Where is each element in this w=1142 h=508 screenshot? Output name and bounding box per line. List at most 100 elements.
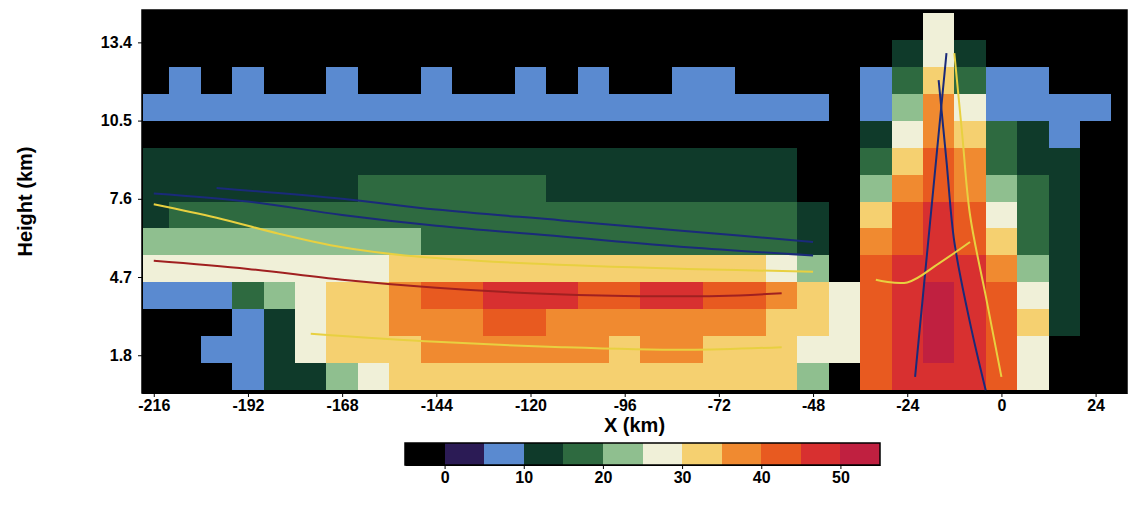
cell: [358, 148, 389, 175]
cell: [672, 309, 703, 336]
cell: [860, 202, 891, 229]
cell: [421, 67, 452, 94]
cell: [201, 94, 232, 121]
cell: [358, 336, 389, 363]
tick: 24: [1087, 393, 1105, 414]
contour: [154, 193, 813, 255]
cell: [735, 175, 766, 202]
cell: [797, 94, 828, 121]
cell: [892, 202, 923, 229]
cell: [860, 363, 891, 390]
cell: [452, 228, 483, 255]
cell: [609, 148, 640, 175]
cell: [954, 228, 985, 255]
cell: [358, 202, 389, 229]
tick: 7.6: [110, 190, 142, 207]
cell: [452, 282, 483, 309]
plot-frame: [142, 10, 1127, 393]
cell: [860, 175, 891, 202]
cell: [483, 148, 514, 175]
cell: [766, 309, 797, 336]
cell: [640, 228, 671, 255]
cell: [264, 255, 295, 282]
cell: [515, 309, 546, 336]
cell: [169, 228, 200, 255]
tick-label: -168: [327, 397, 359, 414]
cell: [797, 336, 828, 363]
cell: [735, 363, 766, 390]
cell: [142, 175, 169, 202]
cell: [829, 336, 860, 363]
cell: [1017, 363, 1048, 390]
cell: [389, 309, 420, 336]
tick-mark: [138, 355, 142, 356]
cell: [1017, 121, 1048, 148]
cell: [142, 228, 169, 255]
axis-line: [142, 11, 143, 394]
cell: [703, 363, 734, 390]
cell: [672, 148, 703, 175]
tick-label: -96: [614, 397, 637, 414]
cell: [954, 40, 985, 67]
cell: [358, 309, 389, 336]
cell: [578, 309, 609, 336]
cell: [264, 336, 295, 363]
cell: [578, 255, 609, 282]
cell: [640, 309, 671, 336]
cell: [169, 94, 200, 121]
tick-label: -24: [896, 397, 919, 414]
tick-label: 13.4: [101, 34, 132, 51]
cell: [986, 202, 1017, 229]
cell: [515, 67, 546, 94]
cell: [640, 202, 671, 229]
cell: [923, 309, 954, 336]
cell: [201, 336, 232, 363]
tick-label: 10: [515, 469, 533, 486]
cell: [358, 94, 389, 121]
cell: [515, 148, 546, 175]
cell: [295, 363, 326, 390]
cell: [986, 336, 1017, 363]
colorbar-swatch: [445, 443, 485, 465]
cell: [232, 309, 263, 336]
cell: [640, 175, 671, 202]
cell: [546, 148, 577, 175]
cell: [483, 175, 514, 202]
cell: [672, 363, 703, 390]
cell: [892, 67, 923, 94]
cell: [326, 282, 357, 309]
cell: [766, 228, 797, 255]
cell: [295, 148, 326, 175]
tick: -168: [327, 393, 359, 414]
cell: [326, 148, 357, 175]
cell: [232, 228, 263, 255]
cell: [1049, 202, 1080, 229]
cell: [452, 336, 483, 363]
cell: [609, 175, 640, 202]
tick-label: 24: [1087, 397, 1105, 414]
cell: [389, 363, 420, 390]
cell: [1049, 255, 1080, 282]
cell: [515, 175, 546, 202]
cell: [672, 202, 703, 229]
colorbar-swatch: [722, 443, 762, 465]
cell: [1017, 67, 1048, 94]
cell: [483, 309, 514, 336]
cell: [860, 228, 891, 255]
cell: [452, 202, 483, 229]
tick-mark: [138, 199, 142, 200]
cell: [609, 94, 640, 121]
cell: [578, 94, 609, 121]
cell: [201, 255, 232, 282]
plot-background: [142, 10, 1127, 393]
cell: [1017, 94, 1048, 121]
cell: [609, 309, 640, 336]
cell: [546, 94, 577, 121]
cell: [892, 40, 923, 67]
tick: -120: [515, 393, 547, 414]
colorbar-swatch: [524, 443, 564, 465]
cell: [954, 121, 985, 148]
tick-label: -48: [802, 397, 825, 414]
cell: [986, 228, 1017, 255]
tick: -24: [896, 393, 919, 414]
